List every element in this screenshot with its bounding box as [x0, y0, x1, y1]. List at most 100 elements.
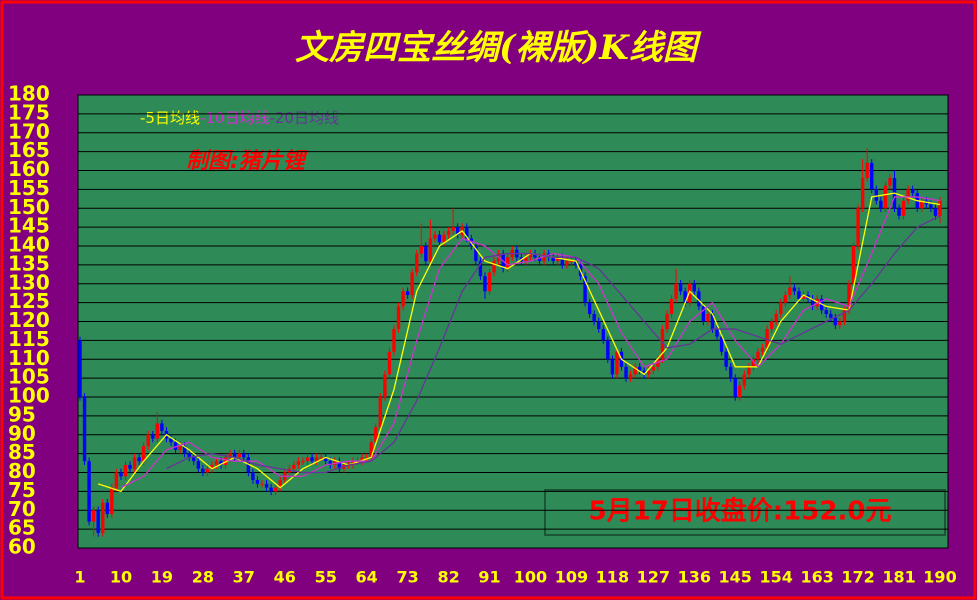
candle-body — [715, 329, 719, 337]
y-tick-label: 130 — [8, 270, 50, 294]
candle-body — [897, 208, 901, 216]
candle-body — [465, 227, 469, 239]
candle-body — [196, 461, 201, 469]
candle-body — [920, 200, 924, 209]
candle-body — [592, 313, 596, 322]
candle-body — [628, 374, 633, 379]
candle-body — [674, 283, 678, 299]
legend-entry: -5日均线 — [140, 109, 200, 127]
candle-body — [319, 457, 323, 459]
candle-body — [296, 461, 301, 465]
candle-body — [160, 423, 164, 431]
y-tick-label: 60 — [8, 535, 36, 559]
candle-body — [87, 461, 91, 522]
candle-body — [710, 313, 715, 330]
candle-body — [110, 487, 114, 515]
candle-body — [82, 397, 87, 462]
candle-body — [410, 272, 414, 296]
candle-body — [255, 480, 260, 484]
candle-body — [879, 200, 883, 209]
candle-body — [528, 253, 533, 258]
candle-body — [192, 457, 196, 462]
candle-body — [437, 234, 442, 243]
candle-body — [688, 283, 692, 303]
candle-body — [492, 261, 496, 273]
candle-body — [569, 261, 574, 263]
candle-body — [146, 434, 150, 447]
candle-body — [446, 230, 451, 235]
x-tick-label: 127 — [637, 568, 670, 587]
candle-body — [624, 366, 628, 379]
x-tick-label: 136 — [678, 568, 711, 587]
chart-title: 文房四宝丝绸(裸版)K线图 — [295, 28, 702, 68]
candle-body — [369, 442, 373, 458]
candle-body — [870, 162, 874, 190]
candle-body — [938, 200, 942, 216]
candle-body — [169, 438, 173, 443]
candle-body — [442, 234, 446, 243]
candle-body — [642, 370, 646, 375]
y-tick-label: 175 — [8, 100, 50, 124]
candle-body — [847, 283, 851, 311]
candle-body — [838, 321, 842, 326]
candle-body — [424, 246, 428, 262]
candle-body — [797, 291, 801, 299]
candle-body — [665, 313, 669, 330]
ma-line — [166, 215, 941, 474]
y-tick-label: 100 — [8, 384, 50, 408]
legend-entry: -20日均线 — [269, 109, 339, 127]
y-tick-label: 165 — [8, 138, 50, 162]
legend-entry: -10日均线 — [200, 109, 270, 127]
candle-body — [751, 359, 756, 367]
y-tick-label: 75 — [8, 478, 36, 502]
candle-body — [201, 468, 205, 473]
candle-body — [856, 208, 860, 246]
candle-body — [742, 374, 747, 386]
x-tick-label: 73 — [396, 568, 418, 587]
candle-body — [701, 306, 706, 322]
candle-body — [692, 283, 696, 292]
candle-body — [378, 397, 383, 428]
candle-body — [178, 446, 182, 450]
x-tick-label: 154 — [759, 568, 792, 587]
candle-body — [597, 321, 601, 330]
candle-body — [251, 472, 255, 481]
candle-body — [906, 189, 910, 201]
candle-body — [756, 351, 760, 360]
candle-body — [292, 464, 296, 469]
candle-body — [851, 246, 856, 284]
candle-body — [801, 295, 806, 299]
candle-body — [842, 310, 847, 322]
candle-body — [337, 461, 342, 469]
candle-body — [455, 227, 460, 235]
candle-body — [132, 457, 137, 469]
x-tick-label: 37 — [233, 568, 255, 587]
candle-body — [656, 359, 660, 367]
candle-body — [383, 374, 387, 397]
y-tick-label: 170 — [8, 119, 50, 143]
candle-body — [678, 283, 683, 292]
candle-body — [660, 329, 665, 360]
candle-body — [542, 253, 546, 262]
y-tick-label: 95 — [8, 402, 36, 426]
x-tick-label: 64 — [356, 568, 378, 587]
candle-body — [774, 313, 778, 322]
candle-body — [223, 457, 228, 465]
x-tick-label: 10 — [110, 568, 132, 587]
candle-body — [242, 453, 246, 458]
candle-body — [314, 457, 319, 462]
candle-body — [829, 313, 833, 318]
candle-body — [474, 246, 478, 262]
y-tick-label: 65 — [8, 516, 36, 540]
candle-body — [260, 483, 264, 485]
candle-body — [128, 464, 132, 469]
candle-body — [888, 178, 892, 186]
legend: -5日均线-10日均线-20日均线 — [140, 109, 339, 127]
candle-body — [824, 310, 828, 314]
candle-body — [487, 272, 492, 292]
candle-body — [933, 208, 938, 216]
candle-body — [910, 189, 915, 194]
candle-body — [155, 423, 160, 439]
candle-body — [182, 446, 187, 454]
x-tick-label: 82 — [437, 568, 459, 587]
